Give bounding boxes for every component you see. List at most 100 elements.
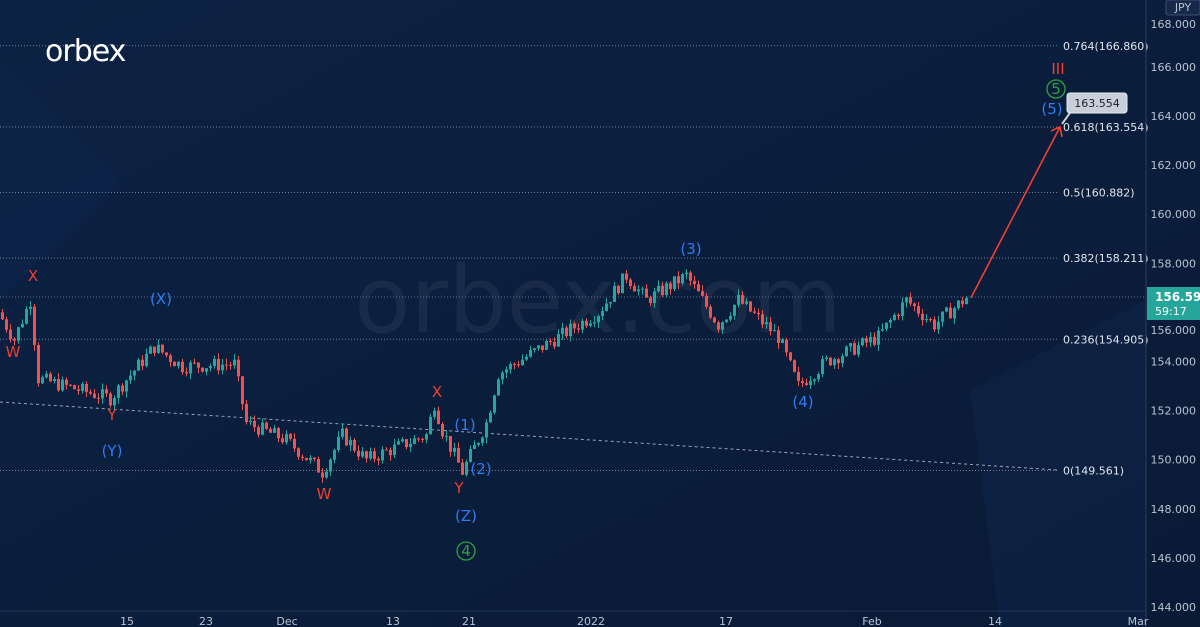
wave-label: W	[6, 343, 21, 361]
candle	[797, 371, 800, 381]
price-tick: 168.000	[1151, 18, 1197, 31]
wave-labels: X W Y X Y W III (X) (Y) (1) (2) (Z) (3) …	[6, 60, 1066, 561]
candle	[681, 274, 684, 284]
candle	[865, 338, 868, 343]
candle	[925, 319, 928, 321]
candle	[213, 358, 216, 366]
candle	[701, 291, 704, 296]
candle	[209, 365, 212, 369]
candle	[353, 440, 356, 451]
candle	[113, 397, 116, 406]
candle	[729, 315, 732, 320]
candle	[473, 444, 476, 449]
candle	[657, 285, 660, 292]
candle	[221, 364, 224, 371]
candle	[869, 336, 872, 343]
candle	[653, 291, 656, 304]
candle	[277, 428, 280, 439]
currency-label: JPY	[1174, 1, 1192, 14]
candle	[477, 442, 480, 445]
candle	[229, 364, 232, 366]
candle	[945, 307, 948, 312]
decor-shape	[0, 60, 120, 300]
wave-label: X	[432, 383, 442, 401]
candle	[117, 385, 120, 398]
wave-label: (Y)	[102, 442, 123, 460]
candle	[609, 302, 612, 304]
fib-label: 0.764(166.860)	[1063, 40, 1149, 53]
time-tick: 17	[719, 615, 733, 627]
candle	[485, 422, 488, 438]
candle	[781, 339, 784, 343]
candle	[137, 359, 140, 371]
candle	[589, 323, 592, 326]
candle	[689, 272, 692, 281]
candle	[445, 436, 448, 438]
candle	[741, 295, 744, 304]
candle	[789, 352, 792, 361]
candle	[717, 322, 720, 330]
time-axis[interactable]: 15 23 Dec 13 21 2022 17 Feb 14 Mar	[120, 615, 1149, 627]
last-price: 156.598	[1155, 290, 1200, 304]
candle	[661, 285, 664, 296]
wave-label: (2)	[470, 460, 491, 478]
candle	[521, 359, 524, 366]
candle	[829, 357, 832, 366]
projection-callout: 163.554	[1061, 92, 1128, 125]
candle	[489, 412, 492, 423]
candle	[197, 362, 200, 368]
candle	[705, 295, 708, 307]
candle	[349, 440, 352, 446]
candle	[501, 372, 504, 380]
price-tick: 146.000	[1151, 552, 1197, 565]
candle	[1, 312, 4, 320]
candle	[877, 330, 880, 345]
candle	[165, 352, 168, 356]
candle	[241, 376, 244, 405]
candle	[57, 379, 60, 391]
candle	[289, 434, 292, 439]
candle	[665, 283, 668, 296]
candle	[757, 312, 760, 315]
candle	[233, 359, 236, 366]
candle	[857, 345, 860, 355]
candle	[301, 456, 304, 458]
candle	[273, 428, 276, 433]
candle	[245, 404, 248, 423]
price-axis[interactable]: 144.000 146.000 148.000 150.000 152.000 154.0…	[1151, 18, 1197, 614]
time-tick: 23	[199, 615, 213, 627]
candle	[317, 458, 320, 473]
candle	[481, 437, 484, 443]
candle	[93, 393, 96, 398]
candle	[369, 451, 372, 459]
price-tick: 154.000	[1151, 356, 1197, 369]
candle	[9, 329, 12, 339]
candle	[685, 272, 688, 275]
candle	[561, 327, 564, 334]
candle	[377, 458, 380, 461]
candle	[953, 308, 956, 319]
callout-price: 163.554	[1074, 97, 1120, 110]
last-price-badge	[1147, 287, 1200, 320]
candle	[593, 322, 596, 324]
candle	[897, 314, 900, 316]
time-tick: 15	[120, 615, 134, 627]
candle	[957, 300, 960, 309]
candle	[889, 319, 892, 323]
candle	[509, 363, 512, 370]
candle	[169, 355, 172, 362]
candle	[53, 379, 56, 382]
wave-label: 4	[461, 542, 471, 560]
candle	[457, 447, 460, 463]
candle	[849, 343, 852, 347]
fib-levels: 0.764(166.860) 0.618(163.554) 0.5(160.882)…	[0, 40, 1149, 477]
candle	[101, 389, 104, 399]
candle	[533, 348, 536, 351]
candle	[437, 410, 440, 425]
candle	[261, 422, 264, 435]
wave-label: Y	[453, 479, 464, 497]
candle	[65, 379, 68, 385]
candle	[469, 448, 472, 462]
watermark: orbex.com	[354, 247, 842, 354]
